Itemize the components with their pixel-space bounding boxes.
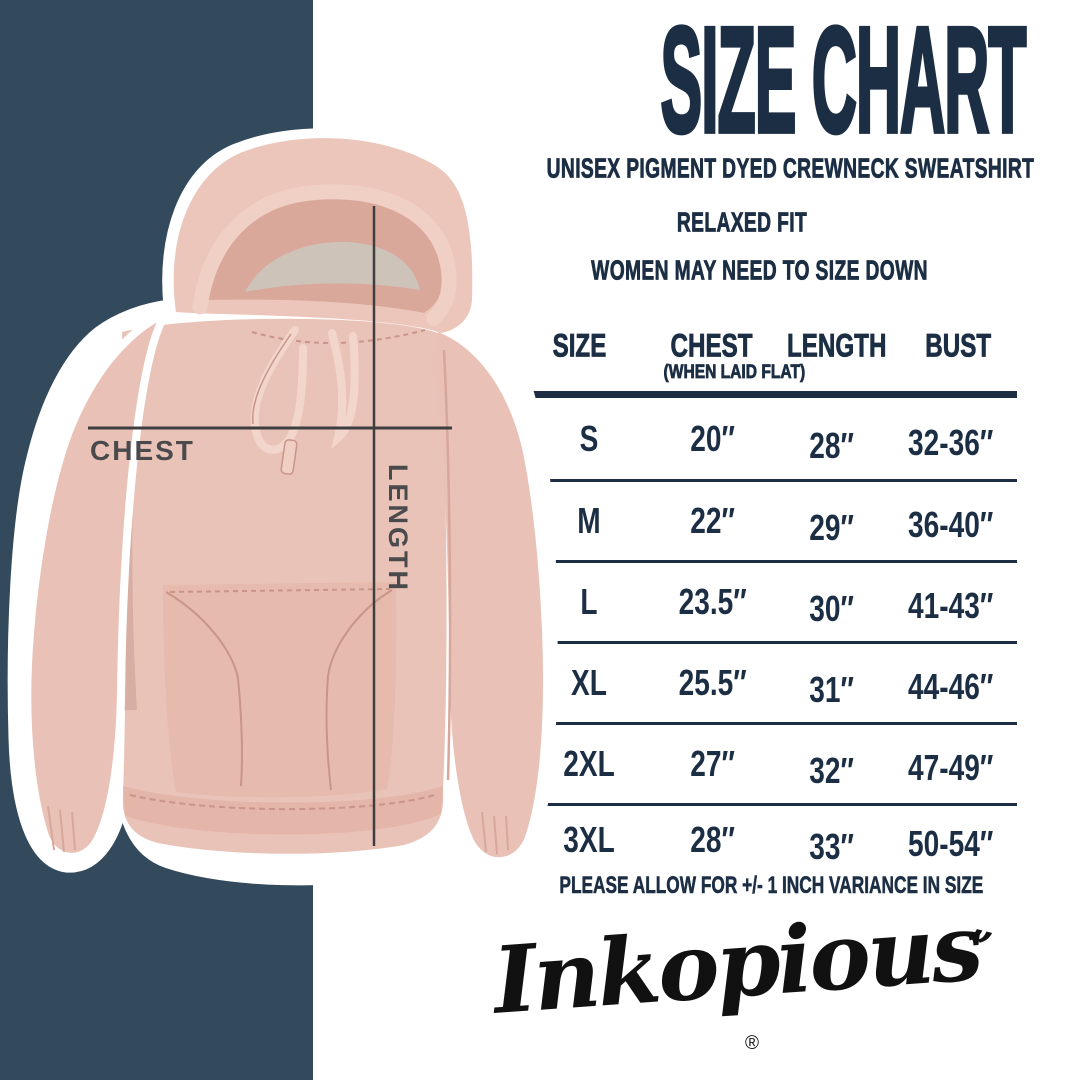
right-sleeve-seam bbox=[442, 349, 452, 781]
page-title: SIZE CHART bbox=[500, 3, 1028, 158]
subtitle-product: UNISEX PIGMENT DYED CREWNECK SWEATSHIRT bbox=[546, 151, 1035, 185]
brand-logo: Inkopious”® bbox=[489, 893, 1020, 1053]
table-row-xl: XL 25.5″ 31″ 44-46″ bbox=[508, 641, 1017, 722]
pocket-stitch-right-opening bbox=[325, 589, 393, 791]
info-column: SIZE CHART UNISEX PIGMENT DYED CREWNECK … bbox=[489, 0, 1035, 1080]
subtitle-fit: RELAXED FIT bbox=[676, 205, 808, 239]
subtitle-sizing-advice: WOMEN MAY NEED TO SIZE DOWN bbox=[591, 253, 929, 287]
table-row-2xl: 2XL 27″ 32″ 47-49″ bbox=[508, 722, 1017, 803]
page-title-text: SIZE CHART bbox=[660, 0, 1028, 164]
table-row-3xl: 3XL 28″ 33″ 50-54″ bbox=[508, 803, 1017, 873]
navy-accent-panel bbox=[0, 0, 313, 1080]
column-header-length: LENGTH bbox=[786, 326, 886, 364]
column-header-bust: BUST bbox=[925, 326, 992, 364]
brand-logo-text: Inkopious bbox=[489, 893, 984, 1035]
table-row-s: S 20″ 28″ 32-36″ bbox=[579, 417, 994, 466]
size-table-header: SIZE CHEST LENGTH BUST (WHEN LAID FLAT) bbox=[508, 318, 1017, 398]
column-header-chest: CHEST bbox=[670, 326, 753, 364]
table-row-l: L 23.5″ 30″ 41-43″ bbox=[508, 560, 1017, 641]
length-measure-label: LENGTH bbox=[383, 464, 413, 593]
column-header-size: SIZE bbox=[552, 326, 607, 364]
registered-trademark-icon: ® bbox=[745, 1033, 759, 1054]
chest-measurement-note: (WHEN LAID FLAT) bbox=[663, 362, 806, 384]
table-row-m: M 22″ 29″ 36-40″ bbox=[508, 479, 1017, 560]
size-table: SIZE CHEST LENGTH BUST (WHEN LAID FLAT) … bbox=[508, 318, 1017, 873]
variance-note: PLEASE ALLOW FOR +/- 1 INCH VARIANCE IN … bbox=[559, 872, 984, 900]
drawstring-right bbox=[328, 329, 359, 450]
